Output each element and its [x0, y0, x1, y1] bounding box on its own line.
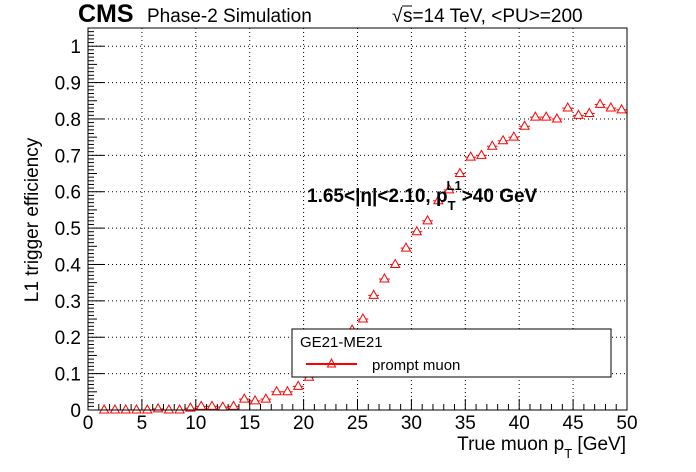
data-point [141, 403, 153, 414]
data-point [389, 258, 401, 268]
legend-box [291, 328, 612, 378]
y-tick-label: 0.4 [55, 255, 82, 276]
data-point [540, 111, 552, 121]
y-tick-label: 0.8 [55, 110, 81, 131]
cms-label: CMS [78, 0, 134, 28]
x-tick-label: 10 [185, 413, 206, 434]
data-point [109, 403, 121, 414]
simulation-label: Phase-2 Simulation [147, 6, 312, 27]
annotation-cut: >40 GeV [462, 186, 538, 207]
data-point [195, 400, 207, 410]
x-axis-title-sub: T [564, 446, 572, 461]
data-point [152, 402, 164, 413]
data-series [98, 98, 628, 414]
x-tick-label: 35 [455, 413, 476, 434]
data-point [238, 393, 250, 403]
data-point [432, 194, 444, 205]
y-tick-label: 0.9 [55, 74, 81, 95]
annotation-sup: L1 [447, 178, 462, 193]
x-tick-label: 50 [616, 413, 637, 434]
data-point [228, 400, 239, 410]
y-tick-label: 0.3 [55, 292, 81, 313]
data-point [605, 102, 617, 112]
data-point [131, 403, 142, 414]
data-point [400, 242, 412, 252]
x-axis-title: True muon pT [GeV] [457, 434, 626, 461]
data-point [282, 385, 293, 396]
data-point [530, 111, 541, 121]
sqrt-symbol: √ [392, 6, 403, 27]
selection-annotation: 1.65<|η|<2.10, pT L1>40 GeV [307, 178, 538, 213]
legend: GE21-ME21 prompt muon [291, 328, 612, 378]
legend-entry-label: prompt muon [372, 357, 460, 374]
data-point [476, 149, 487, 159]
data-point [206, 400, 218, 410]
data-point [379, 273, 390, 283]
data-point [217, 401, 229, 411]
data-point [368, 289, 380, 299]
data-point [411, 225, 423, 236]
data-point [616, 103, 627, 114]
x-tick-label: 25 [347, 413, 368, 434]
x-tick-label: 20 [293, 413, 314, 434]
x-tick-label: 5 [137, 413, 148, 434]
x-axis: 0 5 10 15 20 25 30 35 40 45 50 [83, 399, 638, 434]
y-tick-label: 0.2 [55, 328, 81, 349]
legend-marker [326, 357, 337, 368]
x-tick-label: 0 [83, 413, 94, 434]
data-point [454, 167, 466, 178]
data-point [519, 120, 530, 130]
legend-title: GE21-ME21 [300, 334, 383, 351]
data-point [562, 102, 574, 112]
y-tick-label: 0.7 [55, 146, 81, 167]
data-point [120, 403, 132, 414]
data-point [422, 214, 433, 225]
data-point [260, 393, 272, 403]
data-point [271, 385, 283, 396]
x-axis-title-unit: [GeV] [572, 434, 626, 455]
energy-label: s=14 TeV, <PU>=200 [403, 6, 583, 27]
x-tick-label: 15 [239, 413, 260, 434]
data-point [497, 134, 509, 145]
data-point [583, 107, 595, 117]
x-tick-label: 45 [563, 413, 584, 434]
y-tick-label: 0.6 [55, 183, 81, 204]
data-point [292, 380, 304, 390]
data-point [357, 313, 369, 323]
data-point [594, 98, 606, 108]
data-point [551, 112, 563, 123]
data-point [573, 109, 584, 119]
x-tick-label: 40 [509, 413, 530, 434]
y-tick-label: 1 [70, 37, 81, 58]
y-axis-title: L1 trigger efficiency [22, 137, 43, 302]
x-axis-title-main: True muon p [457, 434, 564, 455]
data-point [174, 403, 185, 414]
data-point [486, 140, 498, 150]
data-point [249, 394, 261, 405]
y-axis: 0 0.1 0.2 0.3 0.4 0.5 0.6 0.7 0.8 0.9 1 [55, 27, 104, 422]
x-tick-label: 30 [401, 413, 422, 434]
annotation-sub: T [448, 198, 456, 213]
y-tick-label: 0.5 [55, 219, 81, 240]
y-tick-label: 0 [70, 401, 81, 422]
data-point [98, 403, 110, 414]
data-point [465, 151, 477, 161]
annotation-eta: 1.65<|η|<2.10, p [307, 186, 448, 207]
data-point [508, 131, 520, 141]
data-point [185, 402, 196, 412]
data-point [163, 403, 175, 414]
data-point [443, 183, 455, 194]
y-tick-label: 0.1 [55, 365, 81, 386]
